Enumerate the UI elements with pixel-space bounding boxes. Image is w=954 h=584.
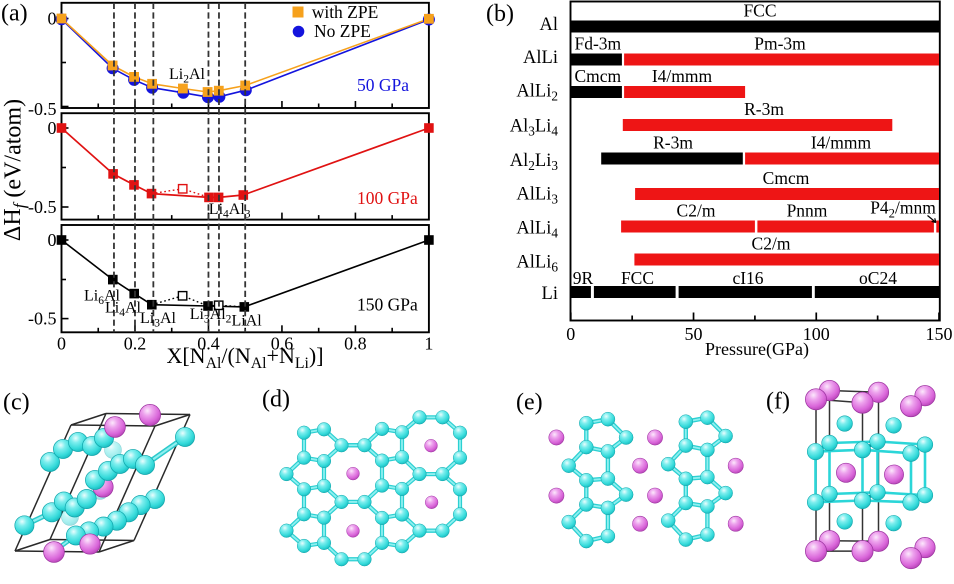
svg-text:(a): (a) (1, 1, 28, 27)
svg-text:Li3​Al: Li3​Al (140, 310, 177, 330)
svg-text:R-3m: R-3m (744, 99, 784, 119)
svg-text:C2/m: C2/m (752, 234, 791, 254)
svg-text:R-3m: R-3m (653, 133, 693, 153)
svg-text:Li2​Al: Li2​Al (169, 66, 206, 86)
svg-text:LiAl: LiAl (232, 313, 263, 330)
svg-text:(f): (f) (766, 389, 790, 415)
svg-text:50 GPa: 50 GPa (357, 75, 409, 95)
svg-text:-0.5: -0.5 (28, 99, 57, 119)
svg-text:0.2: 0.2 (124, 334, 147, 354)
svg-text:with ZPE: with ZPE (312, 2, 379, 22)
svg-text:150: 150 (926, 324, 953, 344)
svg-text:Pm-3m: Pm-3m (754, 34, 806, 54)
svg-text:9R: 9R (573, 268, 594, 288)
svg-text:Pnnm: Pnnm (787, 201, 828, 221)
svg-text:I4/mmm: I4/mmm (811, 133, 872, 153)
svg-text:100 GPa: 100 GPa (357, 188, 418, 208)
svg-text:Li: Li (542, 284, 558, 304)
svg-text:Li3​Al2​: Li3​Al2​ (190, 306, 232, 326)
svg-text:Fd-3m: Fd-3m (575, 34, 622, 54)
svg-text:oC24: oC24 (859, 268, 897, 288)
svg-text:0.8: 0.8 (344, 334, 367, 354)
svg-text:-0.5: -0.5 (28, 197, 57, 217)
svg-text:Li4​Al3​: Li4​Al3​ (209, 201, 251, 221)
svg-text:X[NAl​/(NAl​+NLi​)]: X[NAl​/(NAl​+NLi​)] (166, 343, 323, 372)
svg-text:ΔHf (eV/atom): ΔHf (eV/atom) (0, 99, 29, 241)
svg-text:50: 50 (685, 324, 703, 344)
svg-text:AlLi: AlLi (523, 48, 558, 68)
svg-text:AlLi2​: AlLi2​ (516, 82, 558, 104)
svg-text:FCC: FCC (621, 268, 654, 288)
svg-text:cI16: cI16 (732, 268, 763, 288)
svg-text:P42​/mnm: P42​/mnm (870, 198, 936, 221)
svg-text:Cmcm: Cmcm (575, 66, 622, 86)
svg-text:Al3​Li4​: Al3​Li4​ (510, 117, 559, 139)
svg-text:No ZPE: No ZPE (314, 21, 371, 41)
svg-text:(b): (b) (486, 1, 514, 27)
svg-text:AlLi4​: AlLi4​ (516, 218, 558, 240)
svg-text:(c): (c) (3, 390, 30, 416)
svg-text:AlLi3​: AlLi3​ (516, 185, 558, 207)
svg-text:0: 0 (48, 230, 57, 250)
svg-text:0.4: 0.4 (197, 334, 220, 354)
svg-text:100: 100 (803, 324, 830, 344)
svg-text:Al: Al (540, 15, 559, 35)
svg-text:1: 1 (424, 334, 433, 354)
svg-text:(e): (e) (516, 390, 543, 416)
svg-text:0: 0 (566, 324, 575, 344)
svg-text:I4/mmm: I4/mmm (652, 66, 713, 86)
svg-text:FCC: FCC (743, 1, 776, 21)
svg-text:Li4​Al: Li4​Al (105, 300, 142, 320)
svg-text:-0.5: -0.5 (28, 309, 57, 329)
svg-text:AlLi6​: AlLi6​ (516, 252, 558, 274)
svg-text:0.6: 0.6 (271, 334, 294, 354)
svg-text:0: 0 (48, 118, 57, 138)
svg-text:Al2​Li3​: Al2​Li3​ (510, 151, 559, 173)
svg-text:Pressure(GPa): Pressure(GPa) (705, 339, 809, 360)
svg-text:Cmcm: Cmcm (763, 168, 810, 188)
svg-text:150 GPa: 150 GPa (357, 295, 418, 315)
svg-text:0: 0 (48, 9, 57, 29)
svg-text:Li6​Al: Li6​Al (84, 288, 121, 308)
svg-text:(d): (d) (262, 387, 290, 413)
svg-text:C2/m: C2/m (677, 201, 716, 221)
svg-text:0: 0 (57, 334, 66, 354)
